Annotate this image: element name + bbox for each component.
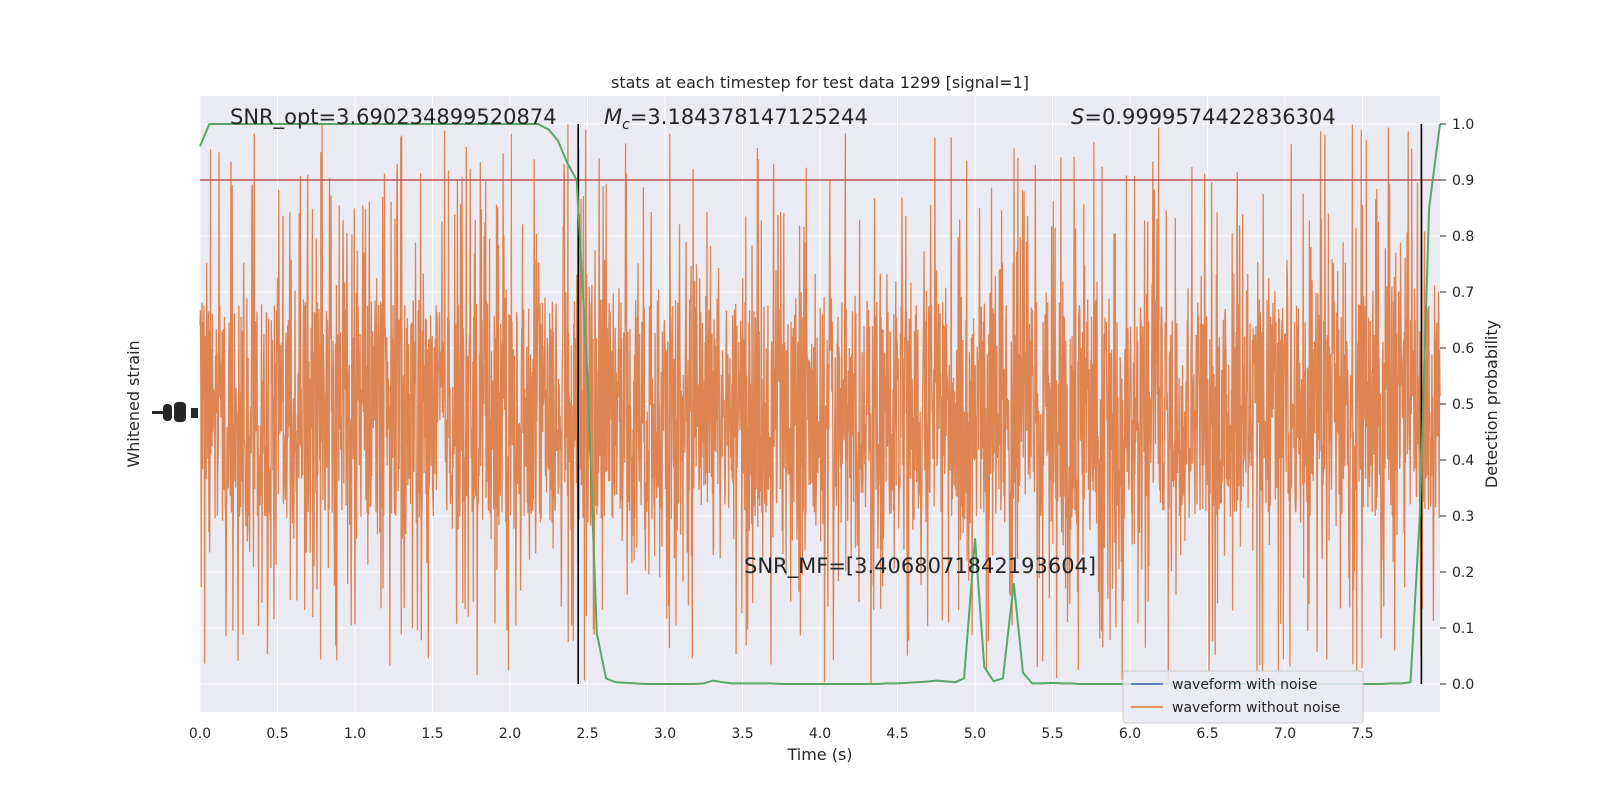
- x-tick-12: 6.0: [1119, 726, 1141, 742]
- y-tick-10: 1.0: [1452, 117, 1474, 133]
- x-ticks: 0.0 0.5 1.0 1.5 2.0 2.5 3.0 3.5 4.0 4.5 5.0 5.5 6.0 6…: [189, 726, 1374, 742]
- left-axis-clutter: [152, 402, 198, 422]
- x-axis-label: Time (s): [786, 745, 852, 764]
- y-left-axis-label: Whitened strain: [124, 340, 143, 467]
- x-tick-9: 4.5: [886, 726, 908, 742]
- snr-opt-annotation: SNR_opt=3.690234899520874: [230, 105, 557, 130]
- snr-mf-annotation: SNR_MF=[3.4068071842193604]: [744, 554, 1096, 579]
- legend-box: [1122, 670, 1364, 724]
- s-annotation: S=0.9999574422836304: [1071, 105, 1336, 129]
- chirp-mass-annotation: Mc=3.184378147125244: [604, 105, 868, 133]
- y-tick-1: 0.1: [1452, 621, 1474, 637]
- chart-title: stats at each timestep for test data 129…: [611, 73, 1029, 92]
- strain-waveform: [199, 124, 1441, 684]
- y-tick-5: 0.5: [1452, 397, 1474, 413]
- x-tick-11: 5.5: [1041, 726, 1063, 742]
- legend-label-with-noise: waveform with noise: [1172, 677, 1317, 693]
- series-waveform-without-noise: [199, 124, 1441, 684]
- x-tick-3: 1.5: [421, 726, 443, 742]
- y-tick-3: 0.3: [1452, 509, 1474, 525]
- y-tick-8: 0.8: [1452, 229, 1474, 245]
- x-tick-10: 5.0: [964, 726, 986, 742]
- x-tick-8: 4.0: [809, 726, 831, 742]
- x-tick-2: 1.0: [344, 726, 366, 742]
- legend: waveform with noise waveform without noi…: [1122, 670, 1364, 724]
- y-tick-4: 0.4: [1452, 453, 1474, 469]
- y-tick-6: 0.6: [1452, 341, 1474, 357]
- x-tick-7: 3.5: [731, 726, 753, 742]
- y-tick-0: 0.0: [1452, 677, 1474, 693]
- x-tick-1: 0.5: [266, 726, 288, 742]
- y-tick-9: 0.9: [1452, 173, 1474, 189]
- y-right-ticks: 0.0 0.1 0.2 0.3 0.4 0.5 0.6 0.7 0.8 0.9 1.0: [1440, 117, 1474, 693]
- x-tick-6: 3.0: [654, 726, 676, 742]
- x-tick-0: 0.0: [189, 726, 211, 742]
- y-tick-7: 0.7: [1452, 285, 1474, 301]
- y-tick-2: 0.2: [1452, 565, 1474, 581]
- x-tick-5: 2.5: [576, 726, 598, 742]
- y-right-axis-label: Detection probability: [1482, 320, 1501, 488]
- x-tick-4: 2.0: [499, 726, 521, 742]
- x-tick-13: 6.5: [1196, 726, 1218, 742]
- x-tick-14: 7.0: [1274, 726, 1296, 742]
- legend-label-without-noise: waveform without noise: [1172, 700, 1340, 716]
- x-tick-15: 7.5: [1351, 726, 1373, 742]
